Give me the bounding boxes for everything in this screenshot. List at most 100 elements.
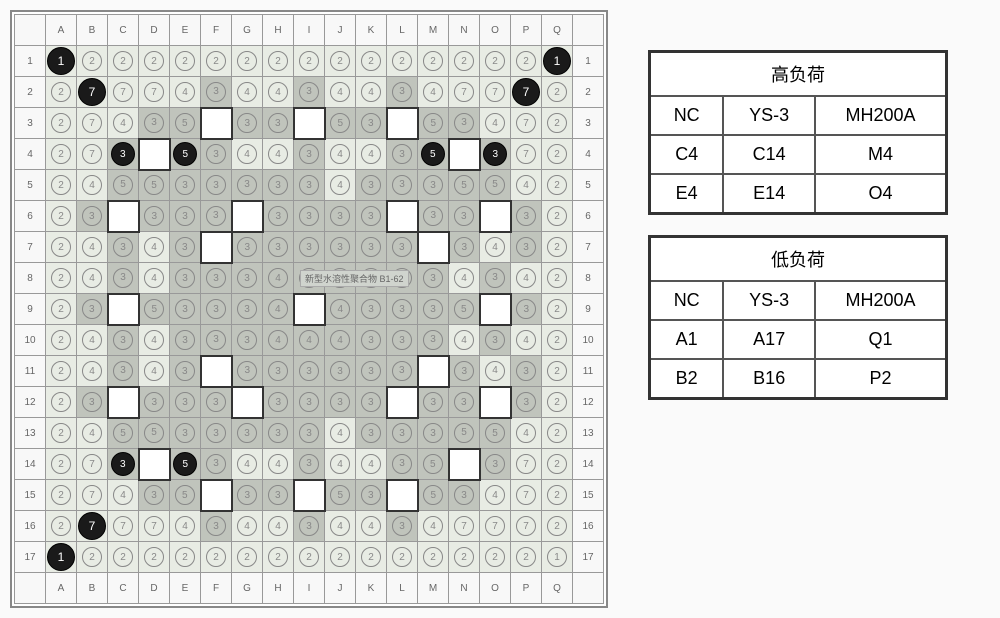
row-header: 9 — [15, 294, 46, 325]
grid-cell: 4 — [325, 170, 356, 201]
col-header: G — [232, 15, 263, 46]
grid-cell: 3 — [294, 449, 325, 480]
grid-cell: 7 — [449, 511, 480, 542]
grid-cell: 3 — [418, 170, 449, 201]
col-header: F — [201, 15, 232, 46]
grid-cell: 3 — [108, 232, 139, 263]
row-header: 2 — [573, 77, 604, 108]
col-header: G — [232, 573, 263, 604]
grid-cell: 4 — [139, 325, 170, 356]
col-header: A — [46, 15, 77, 46]
grid-cell: 3 — [201, 139, 232, 170]
row-header: 1 — [15, 46, 46, 77]
grid-cell: 4 — [325, 294, 356, 325]
grid-cell: 3 — [201, 201, 232, 232]
row-header: 9 — [573, 294, 604, 325]
grid-cell: 4 — [356, 139, 387, 170]
grid-cell: 4 — [77, 263, 108, 294]
grid-cell: 5 — [170, 449, 201, 480]
col-header: D — [139, 15, 170, 46]
grid-cell: 2 — [170, 542, 201, 573]
grid-cell — [387, 480, 418, 511]
grid-cell: 4 — [170, 511, 201, 542]
low-r0c2: Q1 — [815, 320, 947, 359]
col-header: I — [294, 573, 325, 604]
grid-cell: 3 — [201, 263, 232, 294]
grid-cell: 2 — [542, 356, 573, 387]
col-header: P — [511, 15, 542, 46]
col-header: N — [449, 15, 480, 46]
grid-cell: 4 — [263, 77, 294, 108]
grid-cell: 4 — [77, 170, 108, 201]
grid-cell: 2 — [108, 46, 139, 77]
row-header: 11 — [573, 356, 604, 387]
grid-cell: 3 — [356, 356, 387, 387]
high-r1c0: E4 — [650, 174, 724, 214]
grid-cell: 4 — [480, 480, 511, 511]
grid-cell: 3 — [387, 325, 418, 356]
grid-cell: 7 — [77, 108, 108, 139]
grid-cell: 4 — [232, 449, 263, 480]
grid-cell: 4 — [511, 325, 542, 356]
grid-cell: 5 — [418, 139, 449, 170]
grid-cell: 2 — [356, 46, 387, 77]
grid-cell: 2 — [170, 46, 201, 77]
row-header: 10 — [15, 325, 46, 356]
grid-cell — [108, 294, 139, 325]
low-r1c0: B2 — [650, 359, 724, 399]
row-header: 10 — [573, 325, 604, 356]
grid-cell: 3 — [294, 387, 325, 418]
grid-cell: 3 — [232, 294, 263, 325]
grid-cell: 7 — [139, 511, 170, 542]
grid-cell: 2 — [542, 77, 573, 108]
grid-cell: 3 — [232, 356, 263, 387]
low-r1c1: B16 — [723, 359, 815, 399]
grid-cell: 3 — [511, 356, 542, 387]
grid-cell: 7 — [108, 511, 139, 542]
grid-cell: 1 — [46, 542, 77, 573]
col-header: N — [449, 573, 480, 604]
grid-cell: 3 — [263, 418, 294, 449]
grid-cell: 4 — [325, 139, 356, 170]
grid-cell: 3 — [449, 232, 480, 263]
grid-cell: 3 — [170, 418, 201, 449]
grid-cell: 2 — [542, 511, 573, 542]
grid-cell: 7 — [77, 480, 108, 511]
col-header: J — [325, 15, 356, 46]
grid-cell: 3 — [294, 356, 325, 387]
grid-cell: 5 — [170, 480, 201, 511]
grid-cell: 3 — [263, 170, 294, 201]
grid-cell: 2 — [46, 294, 77, 325]
row-header: 14 — [15, 449, 46, 480]
grid-cell: 4 — [232, 139, 263, 170]
grid-cell: 5 — [139, 418, 170, 449]
grid-cell: 2 — [480, 46, 511, 77]
grid-cell: 2 — [139, 46, 170, 77]
grid-cell: 5 — [325, 108, 356, 139]
grid-cell: 3 — [170, 170, 201, 201]
grid-cell: 2 — [542, 108, 573, 139]
grid-cell: 2 — [542, 480, 573, 511]
row-header: 3 — [15, 108, 46, 139]
grid-cell: 2 — [263, 46, 294, 77]
row-header: 15 — [15, 480, 46, 511]
grid-cell: 4 — [263, 139, 294, 170]
grid-cell: 2 — [201, 46, 232, 77]
grid-cell: 3 — [294, 139, 325, 170]
col-header: H — [263, 573, 294, 604]
grid-cell: 5 — [418, 480, 449, 511]
grid-cell: 4 — [232, 77, 263, 108]
grid-cell — [201, 356, 232, 387]
grid-cell: 2 — [294, 46, 325, 77]
grid-cell: 3 — [511, 201, 542, 232]
grid-cell: 3 — [511, 232, 542, 263]
grid-cell: 5 — [449, 418, 480, 449]
col-header: E — [170, 573, 201, 604]
row-header: 5 — [573, 170, 604, 201]
grid-cell: 3 — [108, 325, 139, 356]
grid-cell: 3 — [170, 263, 201, 294]
grid-cell: 3 — [356, 294, 387, 325]
row-header: 4 — [15, 139, 46, 170]
grid-cell: 4 — [263, 511, 294, 542]
grid-cell: 4 — [511, 170, 542, 201]
